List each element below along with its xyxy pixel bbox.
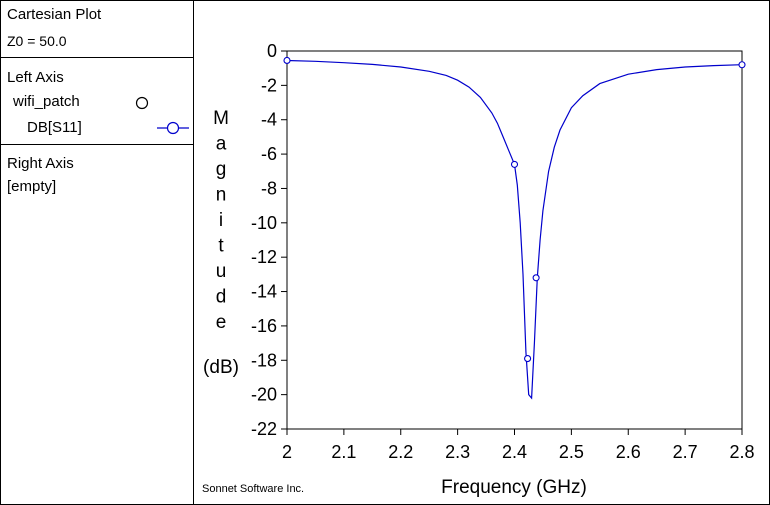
- trace-line-marker-icon: [157, 121, 189, 135]
- y-axis-title-letter: d: [216, 287, 227, 308]
- y-tick-label: -8: [261, 178, 277, 198]
- y-tick-label: -12: [251, 247, 277, 267]
- x-tick-label: 2.2: [388, 442, 413, 462]
- x-tick-label: 2: [282, 442, 292, 462]
- y-tick-label: -20: [251, 385, 277, 405]
- y-axis-title-letter: t: [218, 236, 224, 257]
- chart-area: 0 -2 -4 -6 -8 -10 -12 -14 -16 -18 -20 -22 2 2.1 2.2 2.…: [202, 41, 755, 498]
- x-tick-label: 2.8: [729, 442, 754, 462]
- x-axis-title: Frequency (GHz): [441, 477, 587, 498]
- y-tick-label: -10: [251, 213, 277, 233]
- right-axis-heading: Right Axis: [7, 155, 74, 172]
- y-axis-title-letter: M: [213, 108, 229, 129]
- data-point-marker: [738, 61, 746, 69]
- right-axis-value: [empty]: [7, 178, 57, 195]
- divider: [1, 57, 193, 58]
- y-tick-label: -18: [251, 350, 277, 370]
- y-axis-title-letter: i: [219, 210, 223, 231]
- series-line: [286, 59, 743, 400]
- y-tick-label: -22: [251, 419, 277, 439]
- y-axis-title-letter: a: [216, 134, 227, 155]
- series-layer: [283, 56, 746, 400]
- x-tick-label: 2.7: [673, 442, 698, 462]
- y-tick-label: -4: [261, 110, 277, 130]
- y-axis-title-letter: u: [216, 261, 227, 282]
- data-point-marker: [524, 355, 532, 363]
- project-marker-icon: [135, 96, 149, 110]
- project-name[interactable]: wifi_patch: [13, 93, 80, 110]
- y-tick-label: 0: [267, 41, 277, 61]
- left-axis-heading: Left Axis: [7, 69, 64, 86]
- y-axis-title-letter: n: [216, 185, 227, 206]
- credit-text: Sonnet Software Inc.: [202, 483, 304, 495]
- y-tick-label: -2: [261, 75, 277, 95]
- plot-frame: [286, 50, 743, 430]
- y-axis-title-letter: e: [216, 312, 227, 333]
- plot-type-title: Cartesian Plot: [7, 6, 102, 23]
- trace-name[interactable]: DB[S11]: [27, 119, 82, 136]
- data-point-marker: [532, 274, 540, 282]
- x-tick-label: 2.4: [502, 442, 527, 462]
- x-axis: 2 2.1 2.2 2.3 2.4 2.5 2.6 2.7 2.8: [282, 429, 755, 462]
- legend-panel: Cartesian Plot Z0 = 50.0 Left Axis wifi_…: [1, 1, 194, 504]
- y-axis-unit: (dB): [203, 357, 239, 378]
- x-tick-label: 2.3: [445, 442, 470, 462]
- divider: [1, 144, 193, 145]
- y-tick-label: -6: [261, 144, 277, 164]
- z0-label: Z0 = 50.0: [7, 33, 67, 49]
- x-tick-label: 2.5: [559, 442, 584, 462]
- y-tick-label: -16: [251, 316, 277, 336]
- x-tick-label: 2.1: [331, 442, 356, 462]
- y-axis-title-letter: g: [216, 159, 227, 180]
- data-point-marker: [510, 160, 519, 168]
- y-axis: 0 -2 -4 -6 -8 -10 -12 -14 -16 -18 -20 -22: [251, 41, 287, 439]
- y-tick-label: -14: [251, 282, 277, 302]
- x-tick-label: 2.6: [616, 442, 641, 462]
- data-point-marker: [283, 56, 291, 65]
